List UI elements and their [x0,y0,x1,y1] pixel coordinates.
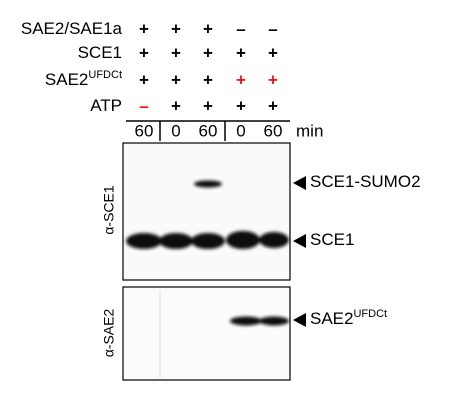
band [126,233,162,249]
condition-name: SAE2/SAE1a [21,19,123,38]
condition-sign: + [203,70,213,89]
band [191,233,225,249]
blot-panel [122,142,291,281]
time-unit: min [296,121,323,140]
band-arrow [293,234,306,248]
condition-name: SAE2 [45,70,88,89]
band [259,232,289,248]
band-label: SCE1 [310,230,354,249]
condition-sign: + [236,43,246,62]
condition-sign: – [139,96,148,115]
time-label: 60 [135,121,154,140]
band [226,231,260,249]
band-arrow [293,313,306,327]
condition-sign: – [236,19,245,38]
condition-sign: + [139,19,149,38]
condition-sign: + [268,43,278,62]
band-name: SCE1 [310,230,354,249]
condition-sign: + [268,96,278,115]
band [194,180,222,188]
band-name: SAE2 [310,309,353,328]
condition-name: SCE1 [78,43,122,62]
blot-panel [122,286,291,381]
condition-sign: + [171,19,181,38]
condition-sign: + [203,43,213,62]
condition-label: SAE2UFDCt [45,69,122,90]
condition-name: ATP [90,96,122,115]
condition-sign: + [203,19,213,38]
condition-label: SCE1 [78,43,122,62]
condition-sign: + [171,43,181,62]
condition-sign: + [268,70,278,89]
band-name: SCE1-SUMO2 [310,172,421,191]
band-label: SCE1-SUMO2 [310,172,421,191]
bands [126,180,289,326]
condition-sign: + [139,43,149,62]
condition-superscript: UFDCt [88,69,122,81]
band-superscript: UFDCt [353,308,387,320]
time-label: 60 [264,121,283,140]
condition-sign: + [171,70,181,89]
condition-sign: + [236,70,246,89]
condition-sign: + [203,96,213,115]
condition-label: SAE2/SAE1a [21,19,123,38]
condition-sign: + [236,96,246,115]
antibody-label: α-SAE2 [101,309,117,358]
time-label: 0 [171,121,180,140]
condition-sign: + [171,96,181,115]
condition-sign: + [139,70,149,89]
time-label: 0 [236,121,245,140]
band-arrow [293,176,306,190]
condition-sign: – [268,19,277,38]
band-label: SAE2UFDCt [310,308,387,329]
band [159,233,193,249]
condition-label: ATP [90,96,122,115]
band [259,316,289,326]
band [230,316,262,326]
time-label: 60 [199,121,218,140]
antibody-label: α-SCE1 [101,185,117,235]
